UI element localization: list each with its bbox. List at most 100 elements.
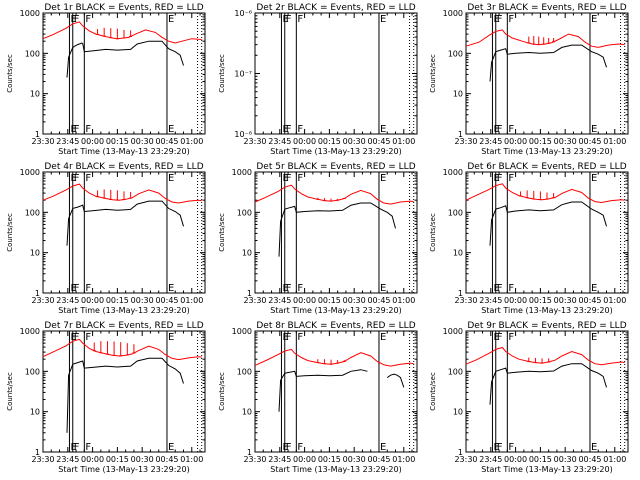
marker-label-bottom: E — [493, 283, 499, 294]
x-tick-label: 23:30 — [243, 137, 266, 146]
y-tick-label: 1 — [247, 448, 252, 457]
y-tick-label: 10⁻⁷ — [234, 70, 252, 79]
y-axis-label: Counts/sec — [429, 372, 437, 411]
marker-label-top: E — [282, 332, 288, 343]
events-series-line — [66, 357, 184, 433]
x-tick-label: 00:00 — [504, 137, 527, 146]
chart-panel: Det 6r BLACK = Events, RED = LLD Counts/s… — [429, 162, 629, 315]
marker-label-bottom: F — [497, 283, 503, 294]
lld-series-line — [254, 348, 414, 367]
lld-series-line — [465, 29, 625, 48]
plot-frame — [465, 12, 629, 135]
y-axis-label: Counts/sec — [6, 54, 14, 93]
y-tick-label: 100 — [25, 208, 40, 217]
marker-label-top: F — [74, 332, 80, 343]
x-tick-label: 01:00 — [392, 137, 415, 146]
marker-label-top: F — [85, 14, 91, 25]
marker-label-top: E — [70, 173, 76, 184]
x-tick-label: 00:30 — [554, 296, 577, 305]
x-tick-label: 23:30 — [31, 296, 54, 305]
lld-series-line — [42, 183, 202, 204]
x-tick-label: 23:45 — [268, 296, 291, 305]
marker-label-bottom: F — [297, 442, 303, 453]
chart-title: Det 1r BLACK = Events, RED = LLD — [44, 3, 203, 13]
y-tick-label: 1 — [35, 130, 40, 139]
y-tick-label: 100 — [237, 208, 252, 217]
chart-panel: Det 5r BLACK = Events, RED = LLD Counts/s… — [218, 162, 418, 315]
marker-label-top: E — [493, 14, 499, 25]
marker-label-bottom: F — [297, 283, 303, 294]
x-tick-label: 00:15 — [529, 137, 552, 146]
plot-frame — [254, 330, 418, 453]
plot-frame — [465, 330, 629, 453]
marker-label-bottom: F — [286, 283, 292, 294]
x-tick-label: 23:45 — [479, 137, 502, 146]
marker-label-bottom: E — [493, 124, 499, 135]
y-tick-label: 10 — [30, 90, 40, 99]
events-series-line — [66, 200, 184, 246]
marker-label-top: E — [380, 173, 386, 184]
x-tick-label: 00:45 — [367, 296, 390, 305]
y-tick-label: 1000 — [443, 168, 463, 177]
x-tick-label: 01:00 — [603, 296, 626, 305]
y-tick-label: 10 — [453, 90, 463, 99]
x-axis-label: Start Time (13-May-13 23:29:20) — [481, 465, 612, 474]
x-tick-label: 00:45 — [578, 296, 601, 305]
x-tick-label: 00:45 — [155, 296, 178, 305]
chart-title: Det 4r BLACK = Events, RED = LLD — [44, 162, 203, 172]
y-tick-label: 1000 — [232, 168, 252, 177]
marker-label-top: E — [70, 14, 76, 25]
marker-label-bottom: E — [282, 124, 288, 135]
marker-label-top: E — [591, 332, 597, 343]
marker-label-top: F — [286, 173, 292, 184]
marker-label-top: F — [74, 173, 80, 184]
y-tick-label: 10 — [453, 249, 463, 258]
lld-series-line — [254, 184, 414, 205]
marker-label-bottom: F — [74, 124, 80, 135]
y-tick-label: 100 — [237, 367, 252, 376]
x-tick-label: 00:15 — [106, 137, 129, 146]
marker-label-top: F — [297, 14, 303, 25]
marker-label-bottom: F — [497, 442, 503, 453]
x-tick-label: 00:30 — [343, 455, 366, 464]
events-series-line — [66, 40, 184, 78]
y-tick-label: 1 — [458, 289, 463, 298]
marker-label-top: F — [497, 14, 503, 25]
x-tick-label: 00:45 — [578, 137, 601, 146]
x-tick-label: 23:30 — [454, 296, 477, 305]
marker-label-bottom: E — [70, 124, 76, 135]
marker-label-bottom: F — [497, 124, 503, 135]
marker-label-top: F — [497, 332, 503, 343]
x-axis-label: Start Time (13-May-13 23:29:20) — [58, 306, 189, 315]
marker-label-top: E — [168, 332, 174, 343]
x-tick-label: 00:15 — [529, 296, 552, 305]
y-tick-label: 100 — [25, 49, 40, 58]
marker-label-top: E — [380, 14, 386, 25]
events-series-line — [489, 363, 607, 405]
marker-label-bottom: F — [74, 283, 80, 294]
marker-label-bottom: E — [70, 283, 76, 294]
marker-label-top: E — [493, 173, 499, 184]
marker-label-bottom: F — [85, 442, 91, 453]
plot-frame — [42, 171, 206, 294]
x-tick-label: 00:45 — [155, 137, 178, 146]
x-tick-label: 00:30 — [131, 137, 154, 146]
y-tick-label: 1000 — [20, 327, 40, 336]
y-tick-label: 10 — [453, 408, 463, 417]
marker-label-bottom: E — [380, 283, 386, 294]
x-tick-label: 00:30 — [131, 296, 154, 305]
chart-panel: Det 7r BLACK = Events, RED = LLD Counts/s… — [6, 321, 206, 474]
x-tick-label: 00:45 — [367, 137, 390, 146]
events-series-line — [386, 373, 405, 388]
x-tick-label: 00:15 — [318, 296, 341, 305]
x-tick-label: 00:45 — [578, 455, 601, 464]
marker-label-top: E — [282, 14, 288, 25]
y-tick-label: 1 — [458, 448, 463, 457]
marker-label-top: F — [508, 14, 514, 25]
y-axis-label: Counts/sec — [429, 213, 437, 252]
lld-series-line — [465, 183, 625, 204]
y-tick-label: 1 — [35, 448, 40, 457]
marker-label-top: E — [591, 173, 597, 184]
marker-label-top: E — [493, 332, 499, 343]
